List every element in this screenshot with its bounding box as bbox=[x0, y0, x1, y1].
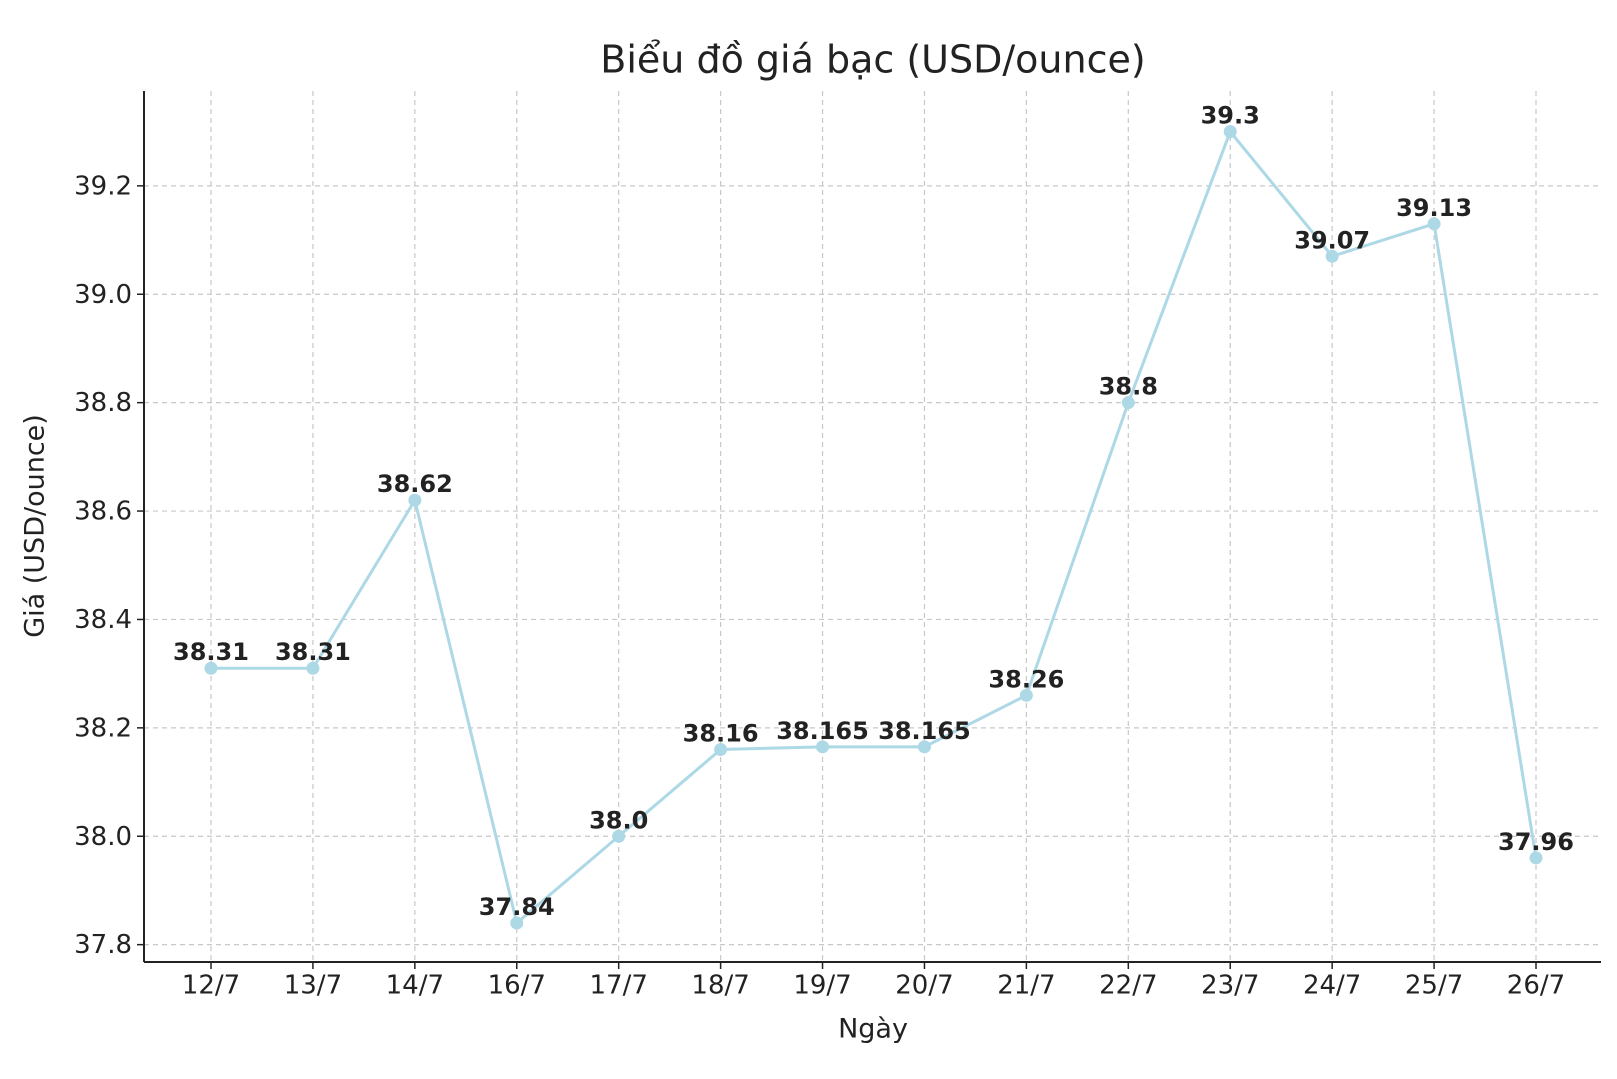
x-tick-label: 17/7 bbox=[589, 971, 647, 1001]
data-label: 38.31 bbox=[275, 638, 351, 666]
x-tick-label: 18/7 bbox=[691, 971, 749, 1001]
chart-title: Biểu đồ giá bạc (USD/ounce) bbox=[600, 38, 1145, 82]
x-axis-label: Ngày bbox=[838, 1014, 908, 1045]
data-label: 37.84 bbox=[479, 893, 555, 921]
data-label: 38.62 bbox=[377, 470, 453, 498]
y-tick-label: 38.0 bbox=[74, 822, 132, 852]
y-tick-label: 39.2 bbox=[74, 171, 132, 201]
x-tick-label: 25/7 bbox=[1405, 971, 1463, 1001]
x-tick-label: 23/7 bbox=[1201, 971, 1259, 1001]
marker bbox=[510, 916, 524, 930]
data-label: 38.0 bbox=[589, 806, 648, 834]
marker bbox=[1223, 125, 1237, 139]
marker bbox=[612, 829, 626, 843]
data-label: 39.07 bbox=[1294, 226, 1370, 254]
marker bbox=[714, 743, 728, 757]
x-tick-label: 12/7 bbox=[182, 971, 240, 1001]
data-label: 38.8 bbox=[1099, 373, 1158, 401]
y-tick-label: 38.4 bbox=[74, 605, 132, 635]
x-tick-label: 21/7 bbox=[997, 971, 1055, 1001]
x-tick-label: 13/7 bbox=[284, 971, 342, 1001]
plot: 38.31 38.31 38.62 37.84 38.0 38.16 38.165 38.16… bbox=[173, 102, 1574, 930]
marker bbox=[917, 740, 931, 754]
marker bbox=[306, 661, 320, 675]
x-tick-label: 24/7 bbox=[1303, 971, 1361, 1001]
y-tick-label: 38.6 bbox=[74, 497, 132, 527]
marker bbox=[1325, 249, 1339, 263]
data-label: 38.16 bbox=[683, 720, 759, 748]
marker bbox=[408, 493, 422, 507]
x-tick-label: 20/7 bbox=[895, 971, 953, 1001]
x-tick-label: 16/7 bbox=[488, 971, 546, 1001]
x-tick-label: 22/7 bbox=[1099, 971, 1157, 1001]
marker bbox=[1019, 688, 1033, 702]
marker bbox=[1529, 851, 1543, 865]
y-tick-label: 39.0 bbox=[74, 280, 132, 310]
data-label: 39.3 bbox=[1201, 102, 1260, 130]
x-tick-label: 14/7 bbox=[386, 971, 444, 1001]
marker bbox=[1121, 396, 1135, 410]
data-label: 38.165 bbox=[776, 717, 869, 745]
grid bbox=[144, 91, 1601, 962]
marker bbox=[1427, 217, 1441, 231]
data-label: 37.96 bbox=[1498, 828, 1574, 856]
y-tick-label: 38.8 bbox=[74, 388, 132, 418]
y-tick-label: 37.8 bbox=[74, 930, 132, 960]
data-label: 38.31 bbox=[173, 638, 249, 666]
data-label: 38.26 bbox=[988, 665, 1064, 693]
marker bbox=[204, 661, 218, 675]
x-tick-label: 26/7 bbox=[1507, 971, 1565, 1001]
x-tick-label: 19/7 bbox=[793, 971, 851, 1001]
line-series bbox=[211, 128, 1538, 926]
y-tick-label: 38.2 bbox=[74, 713, 132, 743]
data-label: 38.165 bbox=[878, 717, 971, 745]
y-axis-label: Giá (USD/ounce) bbox=[20, 414, 51, 638]
data-label: 39.13 bbox=[1396, 194, 1472, 222]
marker bbox=[816, 740, 830, 754]
